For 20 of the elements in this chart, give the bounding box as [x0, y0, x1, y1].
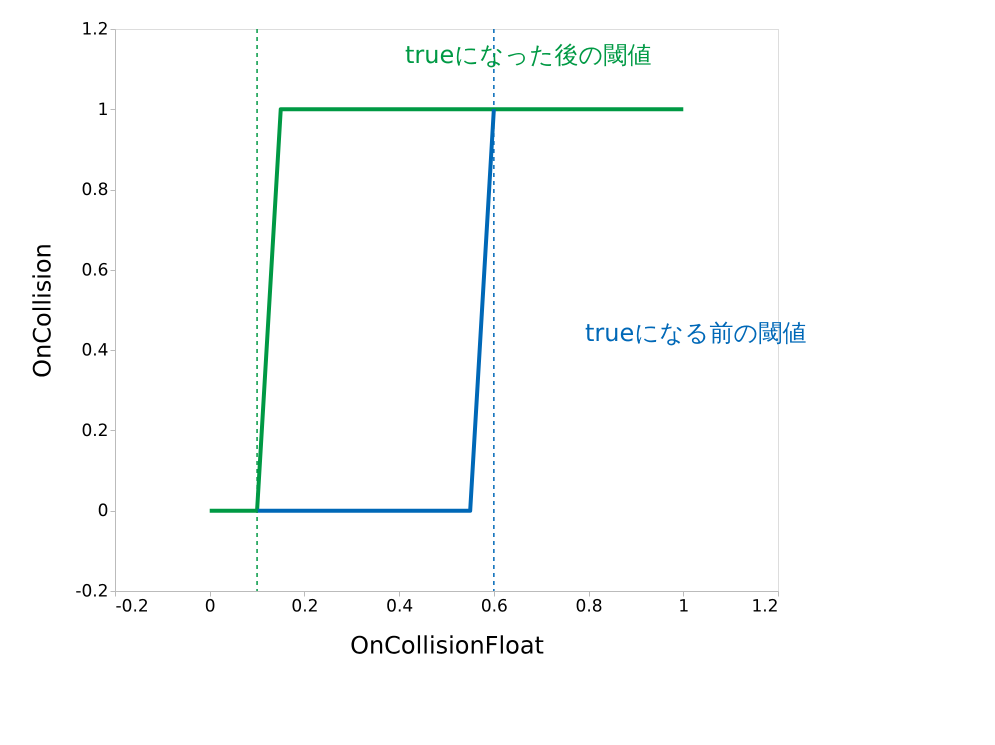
annotation: trueになった後の閾値 [405, 41, 652, 69]
y-tick-label: 0.6 [81, 260, 108, 280]
x-tick-label: 0.4 [386, 596, 414, 616]
x-tick-label: 1 [678, 596, 690, 616]
y-tick-label: 0.4 [81, 340, 108, 361]
y-tick-label: 0.2 [81, 420, 108, 441]
x-tick-label: 0.2 [291, 596, 318, 616]
y-tick-label: 0.8 [81, 180, 108, 200]
x-axis-title: OnCollisionFloat [350, 632, 544, 660]
y-tick-label: 1.2 [81, 20, 108, 40]
y-tick-label: 1 [98, 100, 108, 120]
y-tick-label: 0 [98, 501, 108, 522]
x-tick-label: 1.2 [751, 596, 778, 616]
x-tick-label: -0.2 [116, 596, 149, 616]
y-axis-title: OnCollision [28, 243, 56, 378]
annotation: trueになる前の閾値 [585, 319, 806, 347]
y-tick-label: -0.2 [75, 582, 108, 602]
x-tick-label: 0.6 [480, 596, 508, 616]
x-tick-label: 0 [204, 596, 216, 616]
x-tick-label: 0.8 [576, 596, 603, 616]
